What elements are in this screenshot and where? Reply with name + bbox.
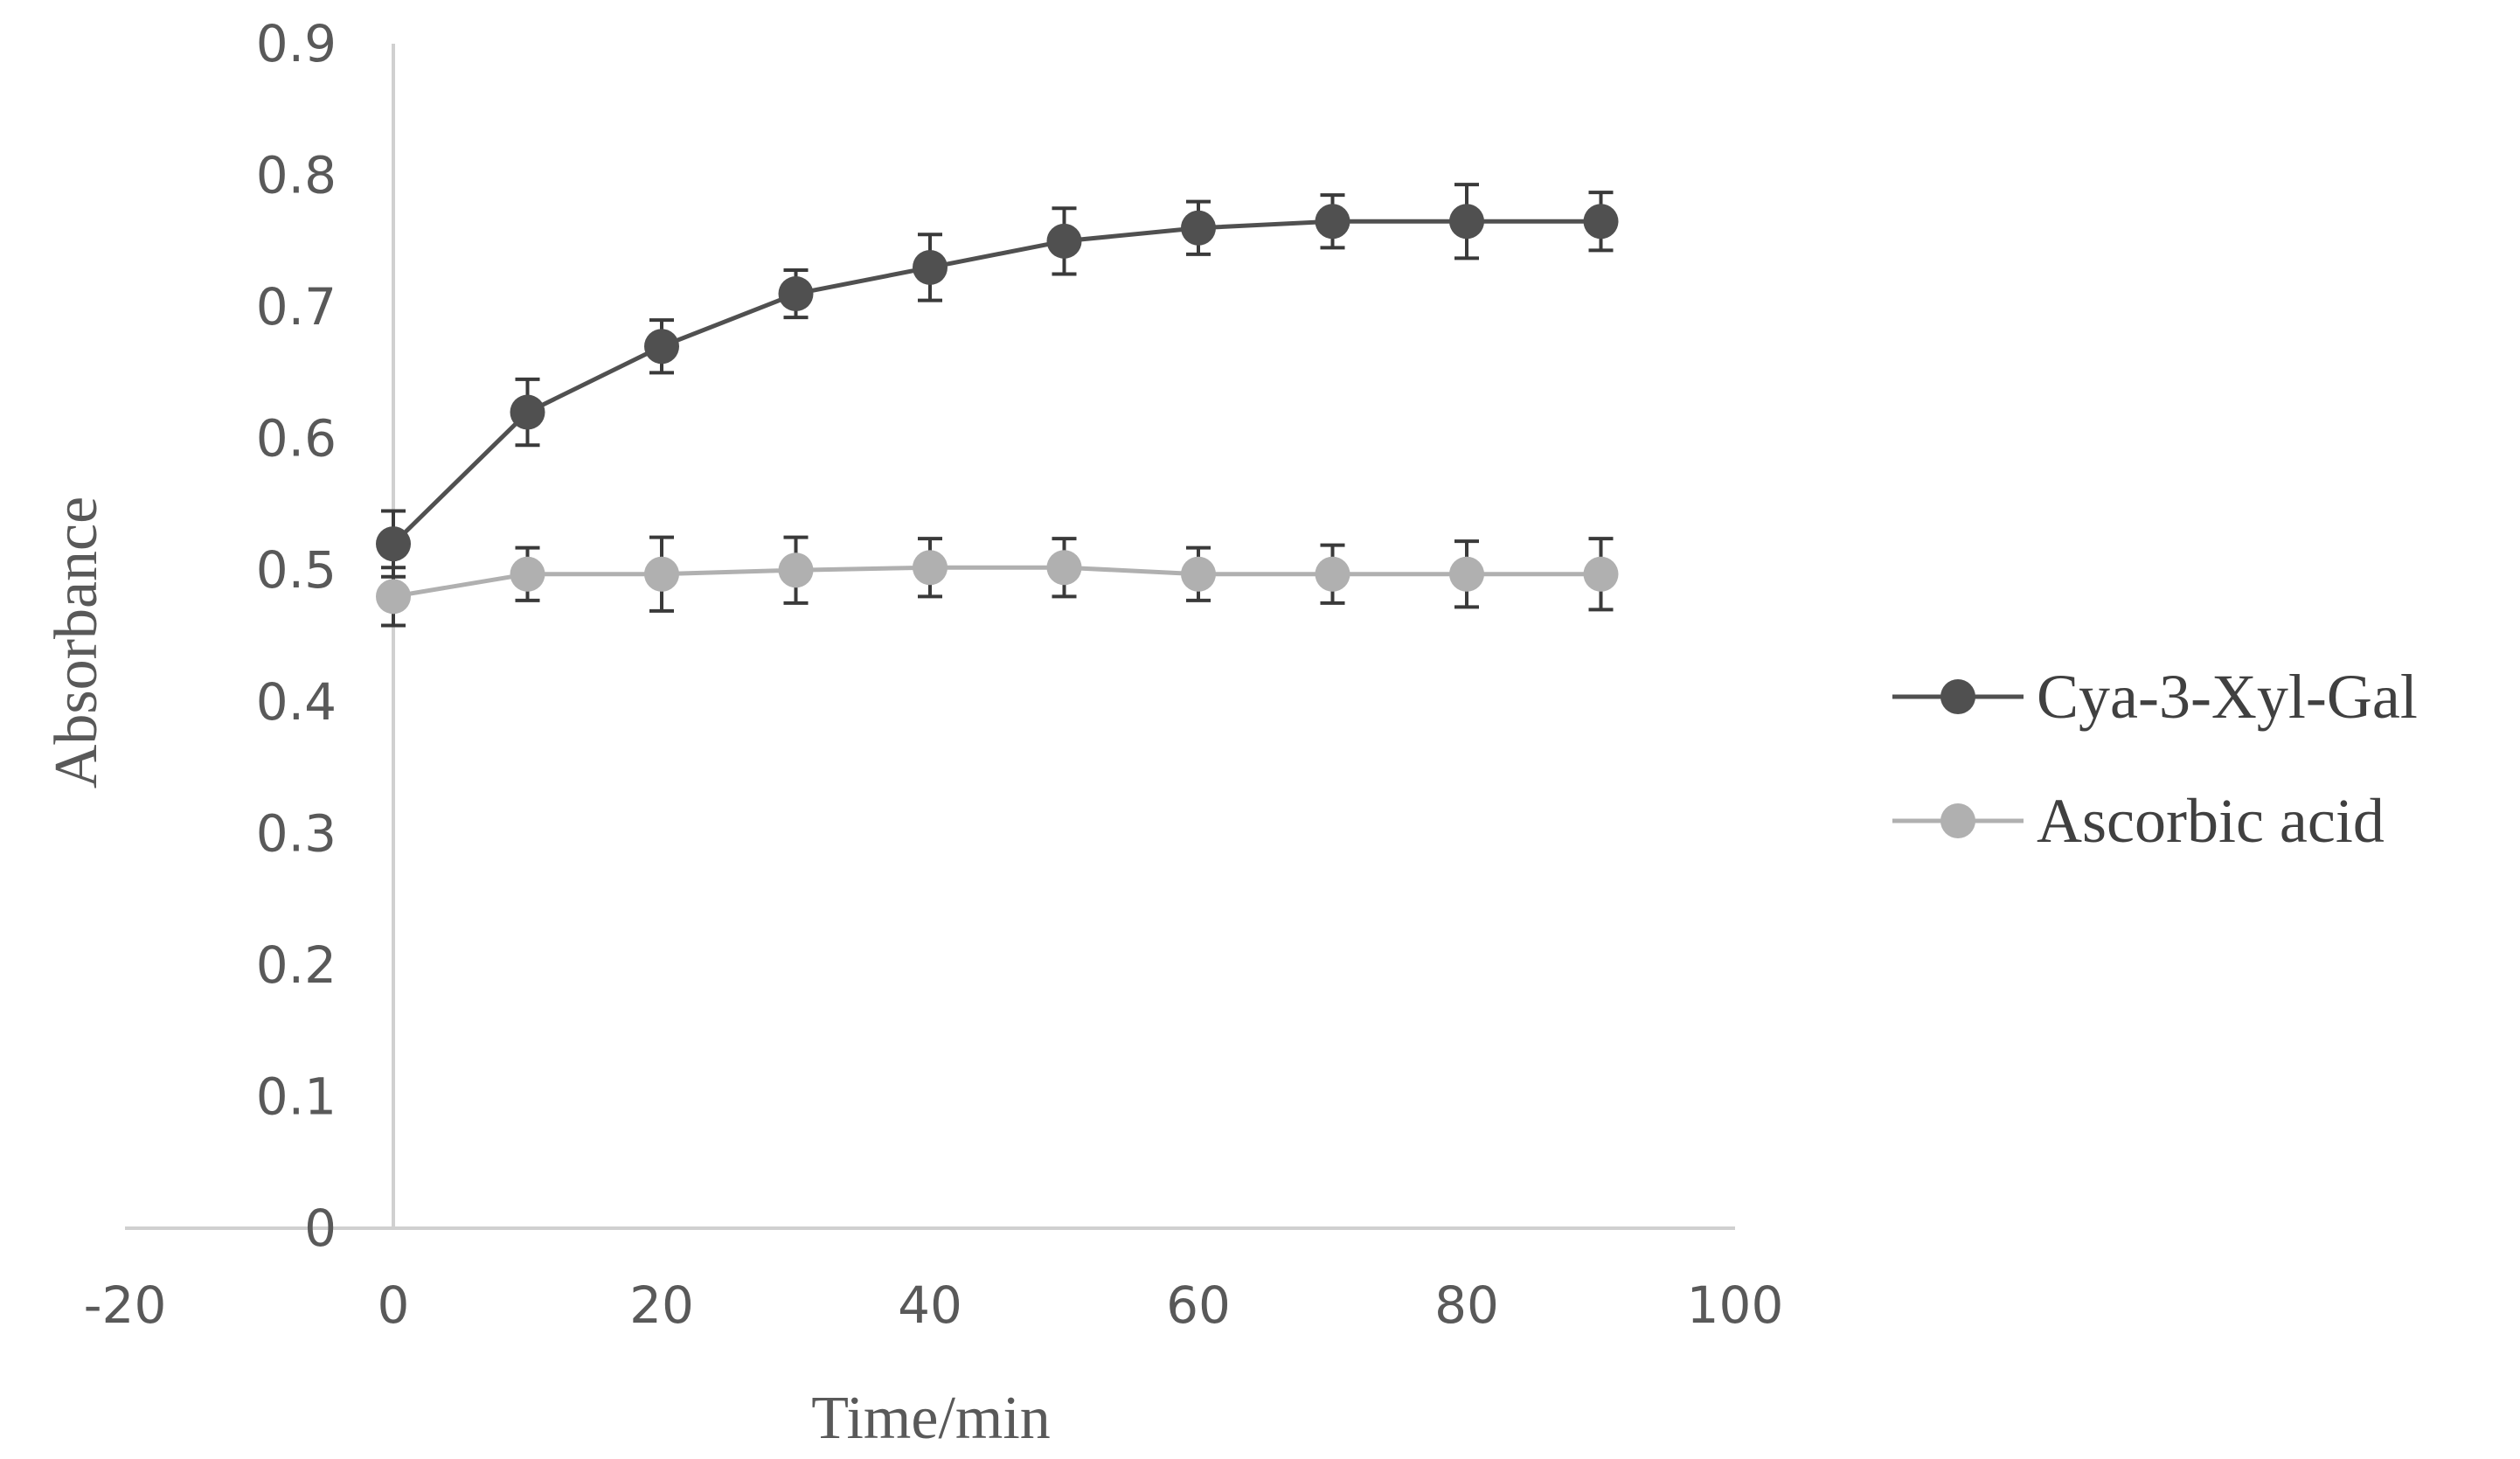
legend-label: Cya-3-Xyl-Gal — [2037, 662, 2418, 732]
legend-marker — [1940, 679, 1975, 714]
y-tick-label: 0.4 — [256, 672, 337, 732]
data-point — [1315, 204, 1350, 240]
x-tick-label: 100 — [1687, 1275, 1784, 1335]
series-line — [392, 565, 1601, 599]
data-point — [1181, 556, 1216, 592]
y-tick-label: 0.7 — [256, 277, 337, 337]
series-1 — [376, 183, 1619, 579]
x-tick-label: 80 — [1434, 1275, 1499, 1335]
data-point — [1046, 550, 1082, 586]
y-tick-label: 0.2 — [256, 935, 337, 995]
legend-marker — [1940, 803, 1975, 838]
y-tick-label: 0 — [304, 1198, 337, 1258]
data-point — [1315, 556, 1350, 592]
data-point — [1583, 556, 1619, 592]
y-axis-title: Absorbance — [43, 497, 110, 789]
legend-label: Ascorbic acid — [2037, 786, 2385, 856]
series-layer — [376, 183, 1619, 628]
data-point — [510, 556, 545, 592]
axes: 0 0.1 0.2 0.3 0.4 0.5 0.6 0.7 0.8 0.9 -20 0 20 40 60 80… — [84, 14, 1784, 1335]
data-point — [1583, 204, 1619, 240]
y-tick-label: 0.6 — [256, 409, 337, 469]
y-tick-label: 0.3 — [256, 803, 337, 863]
x-tick-label: 60 — [1166, 1275, 1231, 1335]
y-tick-label: 0.1 — [256, 1066, 337, 1126]
y-tick-label: 0.9 — [256, 14, 337, 73]
y-tick-label: 0.8 — [256, 146, 337, 205]
legend: Cya-3-Xyl-Gal Ascorbic acid — [1892, 662, 2418, 856]
data-point — [778, 552, 814, 588]
data-point — [644, 329, 679, 365]
x-tick-label: 40 — [898, 1275, 962, 1335]
data-point — [1046, 223, 1082, 259]
x-tick-label: 0 — [378, 1275, 410, 1335]
data-point — [510, 394, 545, 430]
x-tick-label: -20 — [84, 1275, 167, 1335]
data-point — [1449, 204, 1484, 240]
data-point — [644, 556, 679, 592]
series-2 — [376, 535, 1619, 628]
legend-item: Ascorbic acid — [1892, 786, 2385, 856]
data-point — [1181, 210, 1216, 246]
data-point — [376, 526, 411, 562]
x-tick-label: 20 — [629, 1275, 694, 1335]
data-point — [778, 276, 814, 312]
legend-item: Cya-3-Xyl-Gal — [1892, 662, 2418, 732]
data-point — [913, 550, 948, 586]
y-tick-label: 0.5 — [256, 540, 337, 600]
series-line — [392, 219, 1601, 545]
data-point — [1449, 556, 1484, 592]
data-point — [376, 579, 411, 615]
data-point — [913, 249, 948, 285]
x-axis-title: Time/min — [811, 1385, 1051, 1452]
